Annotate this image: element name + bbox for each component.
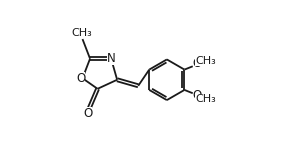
Text: O: O [83,107,92,120]
Text: O: O [193,90,202,102]
Text: CH₃: CH₃ [71,28,92,38]
Text: O: O [193,57,202,70]
Text: O: O [76,72,85,85]
Text: CH₃: CH₃ [195,56,216,66]
Text: CH₃: CH₃ [195,94,216,104]
Text: N: N [107,52,116,65]
